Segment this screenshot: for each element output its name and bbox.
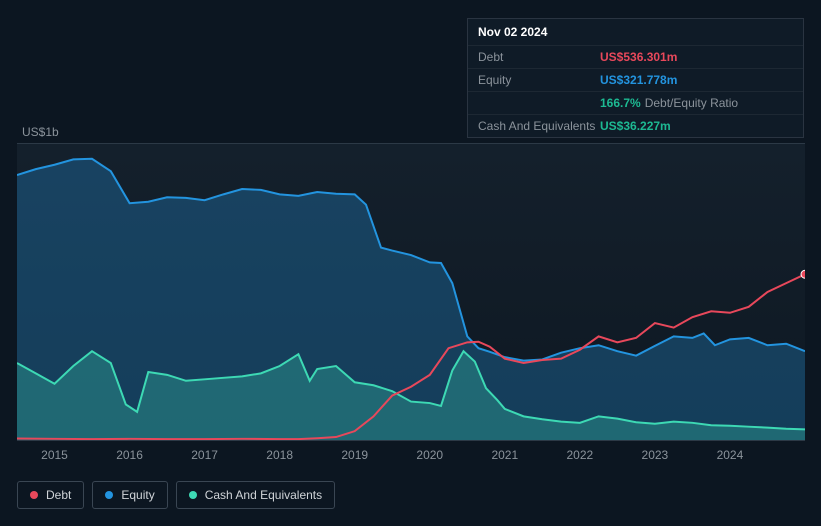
tooltip-label: Debt [478,50,600,64]
legend-item-cash[interactable]: Cash And Equivalents [176,481,335,509]
tooltip-panel: Nov 02 2024 Debt US$536.301m Equity US$3… [467,18,804,138]
tooltip-value: US$536.301m [600,50,677,64]
legend: Debt Equity Cash And Equivalents [17,481,335,509]
tooltip-date: Nov 02 2024 [468,19,803,46]
legend-label: Cash And Equivalents [205,488,322,502]
equity-area [17,159,805,440]
y-axis-label-max: US$1b [22,125,59,139]
tooltip-label [478,96,600,110]
legend-item-debt[interactable]: Debt [17,481,84,509]
tooltip-ratio: 166.7% Debt/Equity Ratio [600,96,738,110]
x-tick: 2017 [191,448,218,462]
x-tick: 2019 [341,448,368,462]
x-tick: 2018 [266,448,293,462]
tooltip-label: Equity [478,73,600,87]
x-tick: 2023 [642,448,669,462]
ratio-value: 166.7% [600,96,641,110]
x-tick: 2016 [116,448,143,462]
chart-svg [17,144,805,440]
chart-plot-area[interactable] [17,143,805,441]
x-tick: 2022 [566,448,593,462]
tooltip-row-equity: Equity US$321.778m [468,69,803,92]
legend-item-equity[interactable]: Equity [92,481,167,509]
circle-icon [189,491,197,499]
ratio-label: Debt/Equity Ratio [645,96,738,110]
x-tick: 2024 [717,448,744,462]
circle-icon [105,491,113,499]
tooltip-value: US$36.227m [600,119,671,133]
tooltip-row-ratio: 166.7% Debt/Equity Ratio [468,92,803,115]
x-tick: 2020 [416,448,443,462]
tooltip-row-debt: Debt US$536.301m [468,46,803,69]
x-tick: 2021 [491,448,518,462]
x-tick: 2015 [41,448,68,462]
tooltip-value: US$321.778m [600,73,677,87]
debt-endpoint-marker [801,270,805,278]
legend-label: Debt [46,488,71,502]
tooltip-label: Cash And Equivalents [478,119,600,133]
legend-label: Equity [121,488,154,502]
tooltip-row-cash: Cash And Equivalents US$36.227m [468,115,803,137]
x-axis: 2015 2016 2017 2018 2019 2020 2021 2022 2023 2024 [17,448,805,466]
circle-icon [30,491,38,499]
